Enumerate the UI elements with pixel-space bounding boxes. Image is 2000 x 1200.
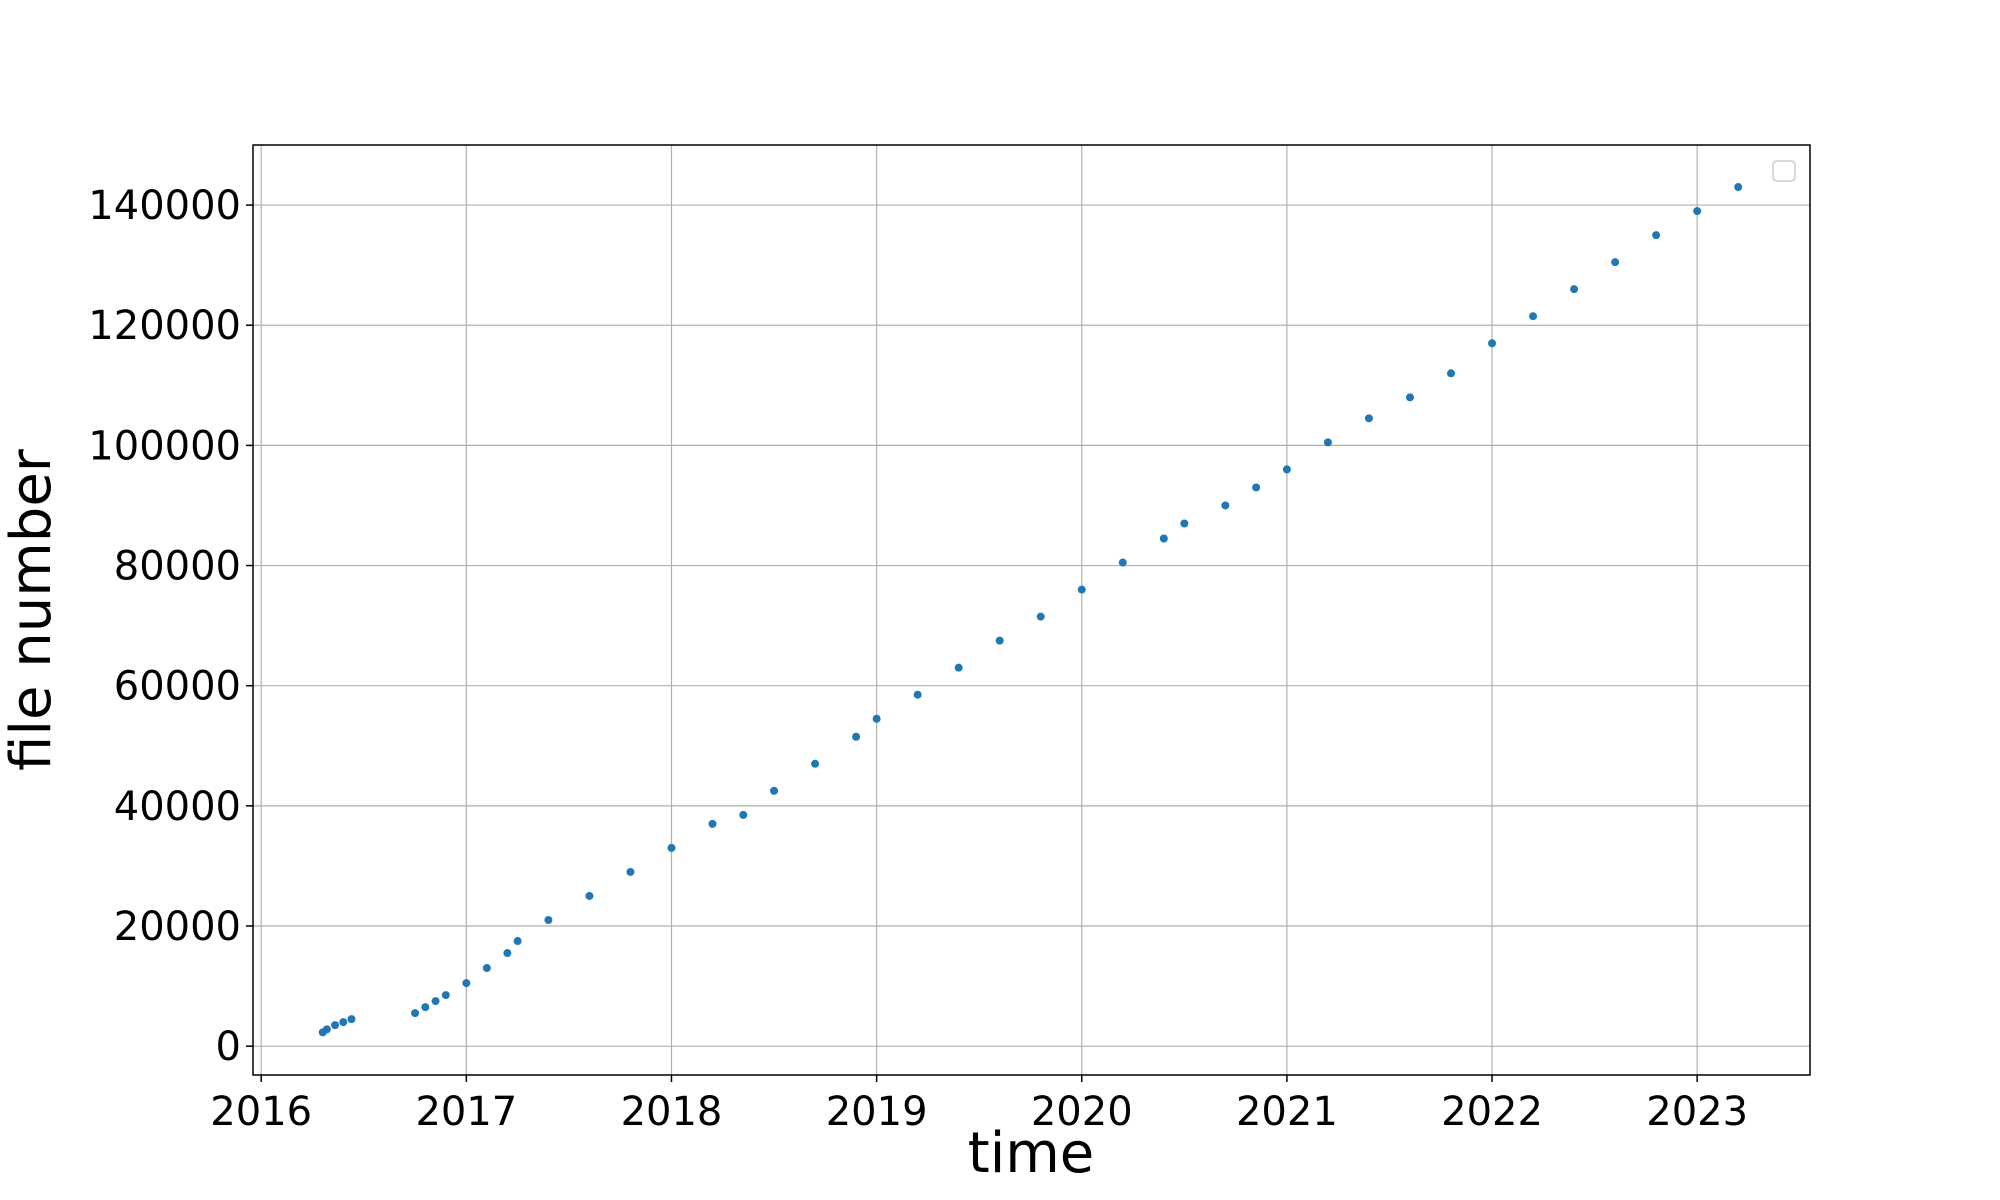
data-point bbox=[811, 759, 820, 768]
plot-frame bbox=[252, 144, 1811, 1076]
data-point bbox=[852, 732, 861, 741]
data-point bbox=[1180, 519, 1189, 528]
data-point bbox=[1159, 534, 1168, 543]
x-tick-label: 2020 bbox=[1031, 1089, 1133, 1135]
data-point bbox=[411, 1009, 420, 1018]
data-point bbox=[1734, 183, 1743, 192]
y-tick-label: 60000 bbox=[114, 664, 241, 710]
data-point bbox=[1323, 438, 1332, 447]
data-point bbox=[1036, 612, 1045, 621]
data-point bbox=[1611, 258, 1620, 267]
x-axis-ticks: 2016 2017 2018 2019 2020 2021 2022 2023 bbox=[210, 1075, 1748, 1135]
x-tick-label: 2017 bbox=[415, 1089, 517, 1135]
data-point bbox=[1488, 339, 1497, 348]
data-point bbox=[1221, 501, 1230, 510]
data-points bbox=[318, 183, 1743, 1037]
data-point bbox=[462, 979, 471, 988]
data-point bbox=[1364, 414, 1373, 423]
y-tick-label: 0 bbox=[216, 1024, 241, 1070]
data-point bbox=[482, 964, 491, 973]
x-tick-label: 2019 bbox=[826, 1089, 928, 1135]
data-point bbox=[1252, 483, 1261, 492]
y-tick-label: 40000 bbox=[114, 784, 241, 830]
x-tick-label: 2016 bbox=[210, 1089, 312, 1135]
data-point bbox=[1693, 207, 1702, 216]
data-point bbox=[1118, 558, 1127, 567]
data-point bbox=[708, 819, 717, 828]
data-point bbox=[421, 1003, 430, 1012]
legend-box bbox=[1772, 160, 1796, 182]
data-point bbox=[995, 636, 1004, 645]
data-point bbox=[347, 1015, 356, 1024]
x-tick-label: 2021 bbox=[1236, 1089, 1338, 1135]
y-axis-title: file number bbox=[0, 448, 64, 771]
y-tick-label: 80000 bbox=[114, 544, 241, 590]
x-tick-label: 2023 bbox=[1646, 1089, 1748, 1135]
x-tick-label: 2018 bbox=[621, 1089, 723, 1135]
data-point bbox=[1282, 465, 1291, 474]
data-point bbox=[339, 1018, 348, 1027]
data-point bbox=[1529, 312, 1538, 321]
data-point bbox=[913, 690, 922, 699]
data-point bbox=[513, 937, 522, 946]
y-tick-label: 100000 bbox=[88, 423, 241, 469]
data-point bbox=[626, 867, 635, 876]
data-point bbox=[872, 714, 881, 723]
data-point bbox=[1652, 231, 1661, 240]
data-point bbox=[431, 997, 440, 1006]
data-point bbox=[544, 916, 553, 924]
data-point bbox=[739, 810, 748, 819]
data-point bbox=[441, 991, 450, 1000]
x-axis-title: time bbox=[968, 1121, 1095, 1186]
data-point bbox=[585, 891, 594, 900]
data-point bbox=[1077, 585, 1086, 594]
data-point bbox=[954, 663, 963, 672]
data-point bbox=[331, 1021, 340, 1030]
y-tick-label: 20000 bbox=[114, 904, 241, 950]
y-tick-label: 120000 bbox=[88, 303, 241, 349]
data-point bbox=[1405, 393, 1414, 402]
y-axis-ticks: 0 20000 40000 60000 80000 100000 120000 140000 bbox=[88, 183, 253, 1070]
gridlines bbox=[253, 145, 1810, 1075]
plot-background bbox=[253, 145, 1810, 1075]
data-point bbox=[1570, 285, 1579, 294]
data-point bbox=[770, 786, 779, 795]
data-point bbox=[503, 949, 512, 958]
y-tick-label: 140000 bbox=[88, 183, 241, 229]
data-point bbox=[667, 843, 676, 852]
data-point bbox=[1447, 369, 1456, 378]
data-point bbox=[322, 1025, 331, 1034]
x-tick-label: 2022 bbox=[1441, 1089, 1543, 1135]
